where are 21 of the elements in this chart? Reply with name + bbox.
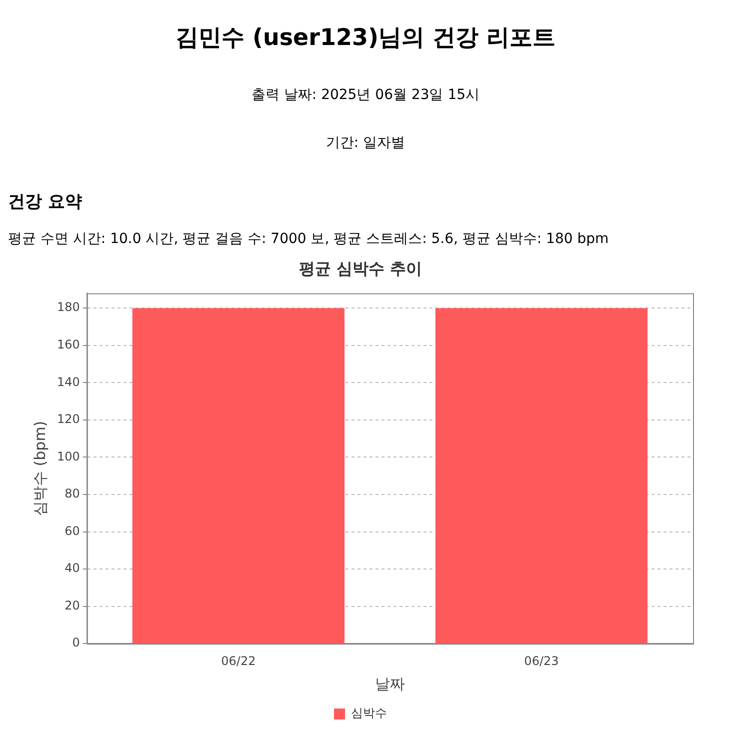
y-tick-label: 80 <box>64 486 80 501</box>
text: 건강 요약 <box>8 191 83 214</box>
text: 기간: 일자별 <box>324 134 406 153</box>
x-axis-title: 날짜 <box>374 674 405 693</box>
x-tick-label: 06/23 <box>524 654 559 668</box>
y-tick-label: 20 <box>64 598 80 612</box>
y-tick-label: 100 <box>57 449 80 464</box>
y-tick-label: 160 <box>57 338 80 352</box>
legend-label: 심박수 <box>351 706 387 720</box>
y-tick-label: 140 <box>57 374 80 389</box>
y-tick-label: 0 <box>72 636 80 650</box>
text: 출력 날짜: 2025년 06월 23일 15시 <box>250 86 481 105</box>
text: 김민수 (user123)님의 건강 리포트 <box>174 24 557 53</box>
y-tick-label: 120 <box>57 412 80 426</box>
text: 평균 수면 시간: 10.0 시간, 평균 걸음 수: 7000 보, 평균 스트레스: 5.6, 평균 심박수: 180 bpm <box>8 230 610 249</box>
y-tick-label: 180 <box>57 300 80 314</box>
y-tick-label: 60 <box>64 524 80 538</box>
y-axis-title: 심박수 (bpm) <box>30 420 49 516</box>
y-tick-label: 40 <box>64 561 80 576</box>
chart-title: 평균 심박수 추이 <box>298 258 422 278</box>
x-tick-label: 06/22 <box>221 654 256 668</box>
